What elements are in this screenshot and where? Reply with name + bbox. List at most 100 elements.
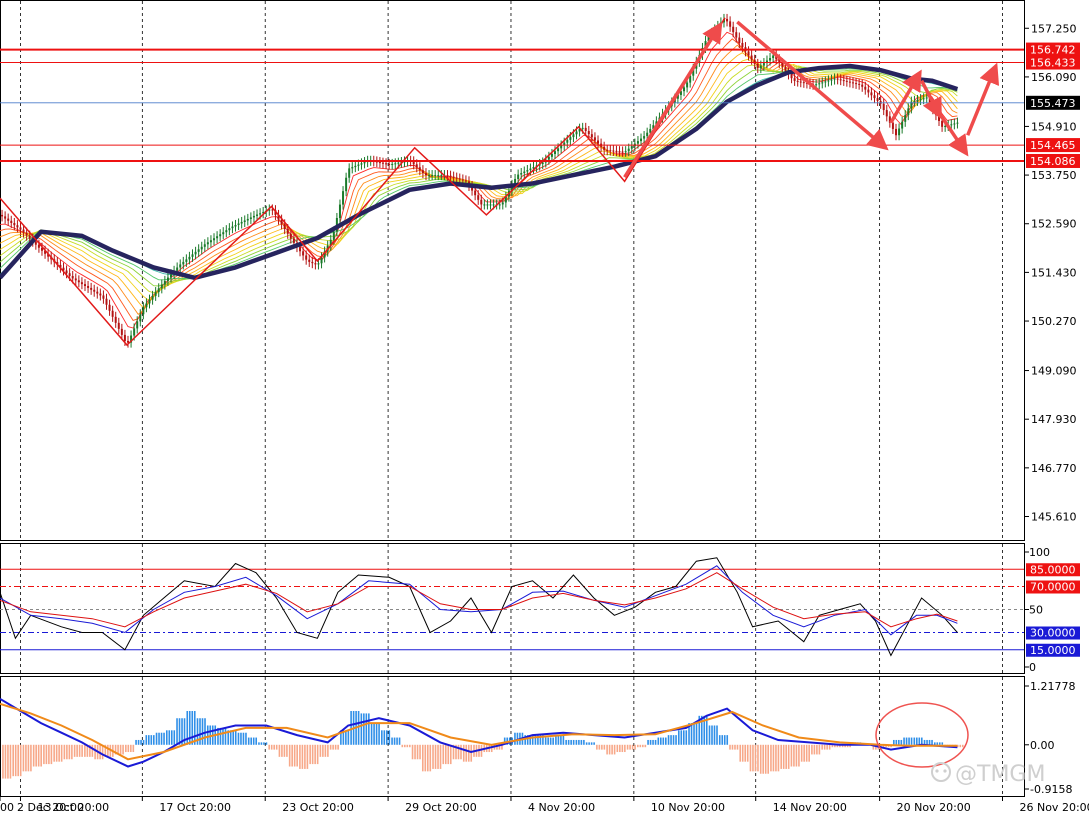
candle-body [22, 229, 25, 233]
candle-body [105, 298, 108, 305]
macd-histogram-bar [457, 744, 460, 760]
macd-histogram-bar [621, 744, 624, 753]
macd-histogram-bar [764, 744, 767, 774]
candle-body [492, 204, 495, 206]
macd-y-axis: 1.21778 0.00 -0.9158 [1024, 680, 1076, 796]
macd-histogram-bar [291, 744, 293, 767]
stochastic-series [0, 557, 958, 657]
macd-histogram-bar [516, 732, 519, 745]
macd-histogram-bar [916, 737, 918, 745]
candle-body [683, 87, 686, 92]
watermark: @TMGM [931, 762, 1045, 787]
macd-histogram-bar [723, 735, 726, 745]
macd-histogram-bar [168, 730, 171, 745]
macd-histogram-bar [158, 732, 160, 745]
macd-histogram-bar [268, 744, 270, 750]
macd-histogram-bar [153, 735, 155, 745]
candle-body [252, 215, 255, 218]
macd-histogram-bar [601, 744, 603, 750]
stochastic-level-label: 15.0000 [1030, 644, 1076, 657]
candle-body [904, 115, 907, 122]
macd-histogram-bar [539, 735, 542, 745]
macd-histogram-bar [787, 744, 790, 769]
macd-histogram-bar [903, 737, 905, 745]
macd-histogram-bar [688, 723, 690, 745]
macd-histogram-bar [334, 744, 337, 750]
x-tick-label: 23 Oct 20:00 [282, 801, 354, 814]
candle-body [732, 26, 735, 33]
macd-histogram-bar [391, 737, 393, 745]
macd-histogram-bar [572, 739, 575, 745]
trend-arrow [736, 20, 889, 151]
candle-body [139, 314, 142, 322]
macd-histogram-bar [91, 744, 94, 757]
candle-body [283, 224, 286, 230]
candle-body [338, 204, 341, 218]
macd-histogram-bar [365, 713, 368, 745]
macd-histogram-bar [406, 744, 409, 748]
macd-histogram-bar [818, 744, 821, 755]
macd-histogram-bar [119, 744, 122, 755]
macd-histogram-bar [114, 744, 117, 755]
candle-body [299, 247, 302, 252]
candle-body [225, 230, 228, 233]
macd-histogram-bar [746, 744, 749, 762]
candle-body [311, 261, 314, 264]
macd-histogram-bar [60, 744, 63, 762]
macd-histogram-bar [304, 744, 306, 769]
macd-histogram-bar [501, 744, 503, 750]
y-tick-label: 153.750 [1031, 169, 1077, 182]
macd-histogram-bar [795, 744, 798, 767]
candle-body [77, 280, 80, 283]
macd-histogram-bar [690, 723, 693, 745]
candle-body [907, 108, 910, 116]
candle-body [541, 162, 544, 165]
candle-body [756, 63, 759, 69]
macd-histogram-bar [273, 744, 275, 750]
macd-histogram-bar [711, 725, 713, 745]
candle-body [523, 171, 526, 174]
candle-body [206, 242, 209, 245]
macd-histogram-bar [122, 744, 124, 755]
macd-histogram-bar [396, 737, 398, 745]
level-tag-label: 156.433 [1030, 57, 1076, 70]
macd-series [0, 698, 958, 768]
candle-body [569, 137, 572, 140]
macd-histogram-bar [603, 744, 606, 750]
macd-histogram-bar [201, 718, 204, 745]
macd-histogram-bar [938, 742, 941, 745]
candle-body [277, 214, 280, 220]
level-tag [1026, 138, 1080, 153]
candle-body [71, 275, 74, 279]
macd-histogram-bar [299, 744, 301, 769]
candle-body [827, 80, 830, 82]
macd-histogram-bar [89, 744, 91, 757]
candle-body [891, 122, 894, 129]
candle-body [74, 278, 77, 281]
candle-body [151, 295, 154, 300]
macd-histogram-bar [260, 742, 263, 745]
macd-histogram-bar [606, 744, 608, 755]
macd-histogram-bar [875, 744, 877, 750]
macd-histogram-bar [921, 737, 923, 745]
macd-histogram-bar [314, 744, 316, 765]
candle-body [19, 227, 22, 230]
macd-histogram-bar [785, 744, 787, 769]
candle-body [474, 190, 477, 196]
macd-histogram-bar [910, 737, 913, 745]
candle-body [37, 244, 40, 248]
macd-histogram-bar [726, 735, 729, 745]
y-tick-label: 50 [1029, 604, 1043, 617]
candle-body [394, 163, 397, 165]
macd-histogram-bar [644, 744, 647, 748]
macd-histogram-bar [828, 744, 831, 750]
candle-body [222, 232, 225, 235]
macd-histogram-bar [55, 744, 58, 762]
candle-body [320, 257, 323, 264]
macd-histogram-bar [345, 730, 347, 745]
macd-histogram [2, 710, 964, 779]
candle-body [550, 153, 553, 157]
macd-histogram-bar [319, 744, 322, 757]
macd-histogram-bar [250, 737, 253, 745]
